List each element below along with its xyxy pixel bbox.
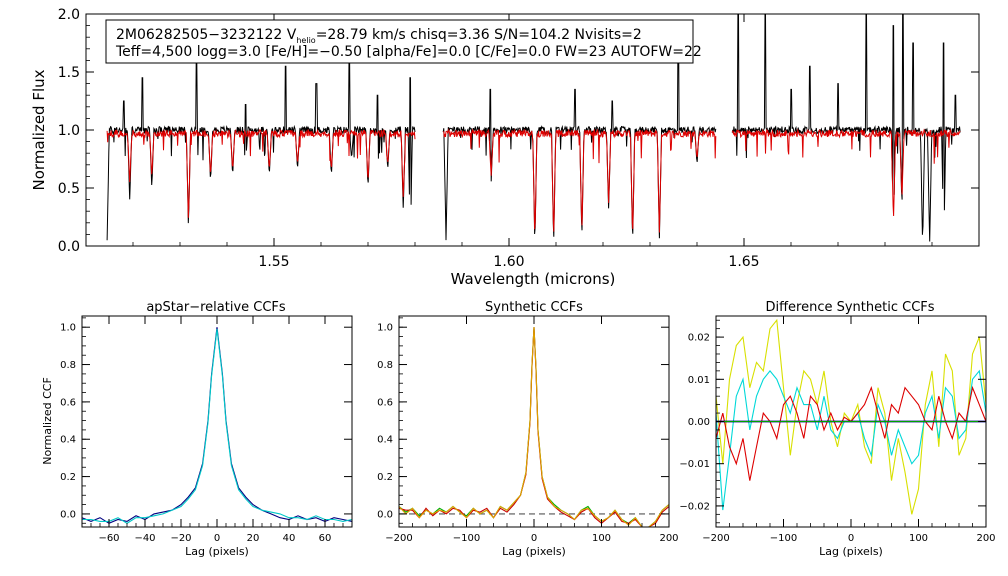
ccf-synthetic-ytick-label: 0.4: [377, 435, 393, 446]
ccf-relative-xtick-label: 60: [319, 533, 332, 544]
spectrum-xtick-label: 1.60: [493, 254, 524, 270]
ccf-synthetic-xtick-label: −100: [453, 533, 480, 544]
ccf-difference-xtick-label: 100: [909, 533, 928, 544]
ccf-synthetic-ytick-label: 0.8: [377, 360, 393, 371]
ccf-difference-xtick-label: −100: [770, 533, 797, 544]
ccf-relative-title: apStar−relative CCFs: [146, 300, 286, 315]
ccf-relative-ytick-label: 0.2: [60, 472, 76, 483]
ccf-synthetic-xtick-label: 200: [659, 533, 678, 544]
ccf-difference-ytick-label: −0.01: [679, 459, 710, 470]
ccf-relative-xtick-label: 0: [214, 533, 220, 544]
ccf-synthetic-synthetic-1-line: [398, 327, 670, 528]
ccf-synthetic-panel: Synthetic CCFs −200 −100 0 100 200 0.0 0.2 0.4 0…: [377, 300, 678, 558]
spectrum-annotation: 2M06282505−3232122 Vhelio=28.79 km/s chi…: [105, 19, 702, 64]
spectrum-model-segment: [442, 128, 717, 233]
ccf-synthetic-ytick-label: 1.0: [377, 323, 393, 334]
ccf-relative-ytick-label: 0.8: [60, 360, 76, 371]
spectrum-ytick-label: 1.5: [58, 65, 80, 81]
spectrum-xlabel: Wavelength (microns): [451, 270, 616, 288]
annotation-box: [105, 19, 694, 64]
ccf-relative-visit-2-line: [82, 329, 353, 524]
ccf-synthetic-synthetic-3-line: [398, 327, 670, 528]
ccf-synthetic-xtick-label: 0: [531, 533, 537, 544]
spectrum-ytick-label: 0.5: [58, 181, 80, 197]
spectrum-panel: 1.55 1.60 1.65 0.0 0.5 1.0 1.5 2.0 2M06282505−3…: [30, 7, 980, 288]
ccf-difference-ytick-label: 0.01: [688, 375, 710, 386]
ccf-relative-frame: [81, 315, 353, 528]
ccf-synthetic-frame: [398, 315, 670, 528]
ccf-relative-ylabel: Normalized CCF: [41, 377, 54, 465]
ccf-relative-xtick-label: −20: [170, 533, 191, 544]
ccf-difference-diff-red-line: [715, 385, 987, 481]
ccf-synthetic-synthetic-2-line: [398, 327, 670, 528]
ccf-difference-xlabel: Lag (pixels): [819, 545, 883, 558]
ccf-difference-diff-yellow-line: [715, 318, 987, 515]
spectrum-observed-segment: [442, 30, 717, 241]
annotation-line-1: 2M06282505−3232122 Vhelio=28.79 km/s chi…: [116, 27, 642, 45]
ccf-difference-panel: Difference Synthetic CCFs −200 −100 0 100 20…: [679, 300, 995, 558]
ccf-difference-ytick-label: 0.02: [688, 333, 710, 344]
ccf-relative-xtick-label: 40: [283, 533, 296, 544]
ccf-relative-panel: apStar−relative CCFs −60 −40 −20 0 20 40 60 0.0…: [41, 300, 353, 558]
spectrum-xtick-label: 1.55: [258, 254, 289, 270]
ccf-relative-xtick-label: −40: [134, 533, 155, 544]
ccf-synthetic-ytick-label: 0.2: [377, 472, 393, 483]
ccf-synthetic-ytick-label: 0.0: [377, 509, 393, 520]
spectrum-ylabel: Normalized Flux: [30, 69, 48, 190]
ccf-synthetic-xtick-label: 100: [592, 533, 611, 544]
ccf-difference-ytick-label: 0.00: [688, 417, 710, 428]
ccf-relative-ytick-label: 1.0: [60, 323, 76, 334]
ccf-relative-ytick-label: 0.6: [60, 397, 76, 408]
ccf-synthetic-title: Synthetic CCFs: [485, 300, 583, 315]
ccf-difference-title: Difference Synthetic CCFs: [765, 300, 934, 315]
spectrum-ytick-label: 0.0: [58, 239, 80, 255]
annotation-line-2: Teff=4,500 logg=3.0 [Fe/H]=−0.50 [alpha/…: [115, 44, 702, 60]
ccf-difference-xtick-label: 200: [976, 533, 995, 544]
ccf-synthetic-ytick-label: 0.6: [377, 397, 393, 408]
ccf-relative-ytick-label: 0.4: [60, 435, 76, 446]
spectrum-model-segment: [106, 128, 416, 218]
spectrum-xtick-label: 1.65: [728, 254, 759, 270]
ccf-relative-ytick-label: 0.0: [60, 509, 76, 520]
ccf-difference-xtick-label: −200: [702, 533, 729, 544]
ccf-difference-diff-cyan-line: [715, 369, 987, 511]
ccf-relative-xtick-label: 20: [247, 533, 260, 544]
ccf-relative-xlabel: Lag (pixels): [185, 545, 249, 558]
ccf-synthetic-xtick-label: −200: [385, 533, 412, 544]
ccf-relative-visit-1-line: [81, 327, 353, 524]
ccf-difference-xtick-label: 0: [848, 533, 854, 544]
ccf-synthetic-xlabel: Lag (pixels): [502, 545, 566, 558]
spectrum-ytick-label: 2.0: [58, 7, 80, 23]
ccf-relative-xtick-label: −60: [98, 533, 119, 544]
spectrum-model-segment: [731, 128, 961, 217]
ccf-difference-ytick-label: −0.02: [679, 501, 710, 512]
spectrum-observed-segment: [731, 13, 961, 242]
spectrum-ytick-label: 1.0: [58, 123, 80, 139]
